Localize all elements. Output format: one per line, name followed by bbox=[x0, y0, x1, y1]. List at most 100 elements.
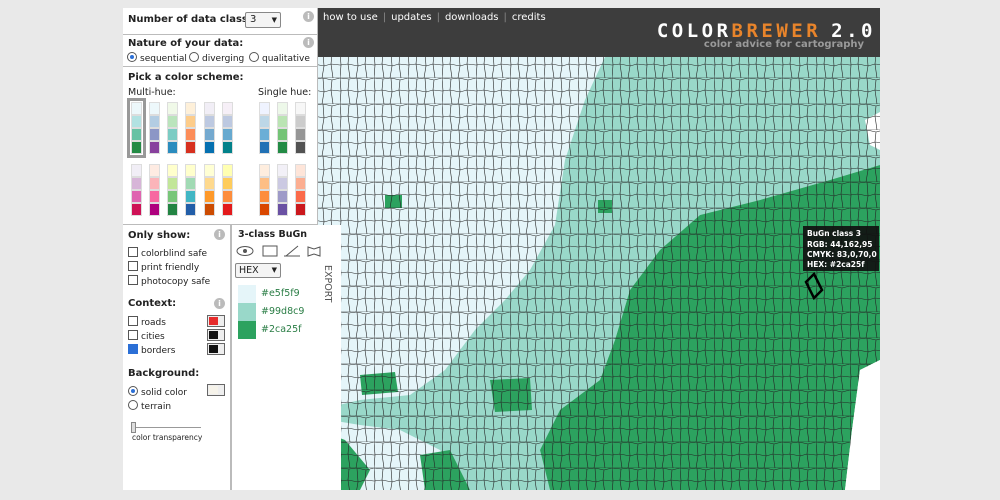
scheme[interactable] bbox=[167, 164, 178, 216]
radio-option[interactable]: solid color bbox=[128, 386, 187, 398]
class-label: #99d8c9 bbox=[261, 306, 305, 317]
scheme[interactable] bbox=[204, 164, 215, 216]
info-icon[interactable]: i bbox=[303, 37, 314, 48]
scheme[interactable] bbox=[277, 102, 288, 154]
nav-link[interactable]: updates bbox=[391, 12, 432, 23]
radio-option[interactable]: terrain bbox=[128, 400, 171, 412]
radio-option[interactable]: diverging bbox=[189, 52, 244, 64]
ocean bbox=[845, 360, 880, 490]
top-bar: how to use | updates | downloads | credits COL… bbox=[318, 8, 880, 57]
scheme-color bbox=[167, 203, 178, 216]
scheme-color bbox=[277, 177, 288, 190]
scheme-color bbox=[185, 164, 196, 177]
scheme-color bbox=[295, 177, 306, 190]
scheme[interactable] bbox=[222, 102, 233, 154]
checkbox-label: borders bbox=[141, 346, 176, 356]
scheme-color bbox=[149, 190, 160, 203]
scheme-color bbox=[131, 115, 142, 128]
scheme-color bbox=[185, 128, 196, 141]
book-icon[interactable] bbox=[307, 246, 321, 257]
scheme-color bbox=[149, 102, 160, 115]
radio bbox=[189, 52, 199, 62]
checkbox-label: colorblind safe bbox=[141, 249, 208, 259]
classes-select[interactable]: 3 ▼ bbox=[245, 12, 281, 28]
radio bbox=[128, 400, 138, 410]
scheme-color bbox=[277, 102, 288, 115]
share-icon[interactable] bbox=[262, 245, 278, 257]
scheme[interactable] bbox=[185, 164, 196, 216]
export-tab[interactable]: EXPORT bbox=[322, 265, 333, 303]
nav-separator: | bbox=[436, 12, 440, 23]
scheme-color bbox=[131, 102, 142, 115]
scheme-color bbox=[222, 128, 233, 141]
tooltip-line: HEX: #2ca25f bbox=[807, 260, 865, 269]
scheme-color bbox=[149, 203, 160, 216]
info-icon[interactable]: i bbox=[303, 11, 314, 22]
scheme-color bbox=[259, 141, 270, 154]
scheme[interactable] bbox=[131, 164, 142, 216]
scheme[interactable] bbox=[277, 164, 288, 216]
scheme-section: Pick a color scheme: Multi-hue: Single h… bbox=[123, 67, 318, 225]
checkbox bbox=[128, 247, 138, 257]
scheme[interactable] bbox=[185, 102, 196, 154]
checkbox-option[interactable]: print friendly bbox=[128, 261, 199, 273]
checkbox-option[interactable]: roads bbox=[128, 316, 166, 328]
nav-link[interactable]: downloads bbox=[444, 12, 499, 23]
color-picker[interactable] bbox=[207, 315, 225, 327]
nav-link[interactable]: how to use bbox=[323, 12, 378, 23]
checkbox-option[interactable]: photocopy safe bbox=[128, 275, 210, 287]
classes-label: Number of data classes: bbox=[128, 14, 265, 25]
eye-icon[interactable] bbox=[236, 246, 254, 256]
highlighted-county[interactable] bbox=[804, 271, 824, 301]
scheme-color bbox=[222, 141, 233, 154]
scheme-color bbox=[167, 190, 178, 203]
transparency-label: color transparency bbox=[132, 433, 203, 442]
scheme-color bbox=[204, 203, 215, 216]
format-select[interactable]: HEX ▼ bbox=[235, 263, 281, 278]
checkbox-option[interactable]: cities bbox=[128, 330, 165, 342]
scheme[interactable] bbox=[204, 102, 215, 154]
scheme-color bbox=[149, 115, 160, 128]
scheme-color bbox=[277, 203, 288, 216]
logo: COLORBREWER 2.0 bbox=[657, 20, 876, 42]
checkbox-option[interactable]: colorblind safe bbox=[128, 247, 207, 259]
scheme-color bbox=[277, 115, 288, 128]
color-picker[interactable] bbox=[207, 343, 225, 355]
color-picker[interactable] bbox=[207, 384, 225, 396]
scheme[interactable] bbox=[259, 102, 270, 154]
only-show-label: Only show: bbox=[128, 230, 191, 241]
radio-option[interactable]: sequential bbox=[127, 52, 187, 64]
scheme-color bbox=[295, 102, 306, 115]
scheme[interactable] bbox=[259, 164, 270, 216]
checkbox-option[interactable]: borders bbox=[128, 344, 175, 356]
scheme[interactable] bbox=[295, 102, 306, 154]
legend-title: 3-class BuGn bbox=[238, 229, 308, 240]
scheme[interactable] bbox=[222, 164, 233, 216]
nav-link[interactable]: credits bbox=[511, 12, 546, 23]
info-icon[interactable]: i bbox=[214, 298, 225, 309]
map: BuGn class 3 RGB: 44,162,95 CMYK: 83,0,7… bbox=[318, 57, 880, 490]
color-picker[interactable] bbox=[207, 329, 225, 341]
slider-handle[interactable] bbox=[131, 422, 136, 433]
scheme-color bbox=[204, 164, 215, 177]
scheme-color bbox=[222, 102, 233, 115]
scheme-color bbox=[222, 177, 233, 190]
scheme[interactable] bbox=[295, 164, 306, 216]
scheme[interactable] bbox=[149, 102, 160, 154]
scheme[interactable] bbox=[167, 102, 178, 154]
scheme-color bbox=[259, 190, 270, 203]
scheme-color bbox=[277, 141, 288, 154]
scheme-color bbox=[185, 102, 196, 115]
scheme-color bbox=[259, 115, 270, 128]
edit-icon[interactable] bbox=[284, 245, 300, 257]
scheme[interactable] bbox=[149, 164, 160, 216]
legend-panel: 3-class BuGn HEX ▼ EXPORT #e5f5f9 #99d8c9 #… bbox=[231, 225, 341, 490]
scheme-color bbox=[185, 190, 196, 203]
radio-option[interactable]: qualitative bbox=[249, 52, 310, 64]
tooltip-title: BuGn class 3 bbox=[807, 229, 861, 238]
logo-part: COLOR bbox=[656, 20, 732, 42]
info-icon[interactable]: i bbox=[214, 229, 225, 240]
scheme-color bbox=[295, 164, 306, 177]
radio-label: sequential bbox=[140, 54, 187, 64]
scheme[interactable] bbox=[127, 98, 146, 158]
